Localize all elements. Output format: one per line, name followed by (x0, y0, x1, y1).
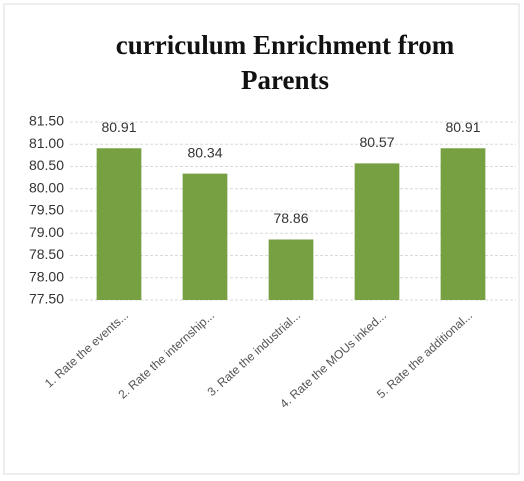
x-tick-label: 3. Rate the industrial... (205, 308, 304, 399)
data-label: 80.91 (445, 119, 480, 135)
y-tick-label: 81.50 (29, 113, 64, 129)
bar (182, 173, 228, 300)
bar (268, 239, 314, 300)
y-tick-label: 80.00 (29, 179, 64, 195)
data-label: 78.86 (273, 210, 308, 226)
bar (440, 148, 486, 300)
x-tick-label: 1. Rate the events... (42, 308, 131, 390)
y-tick-label: 79.00 (29, 224, 64, 240)
x-tick-label: 5. Rate the additional... (374, 308, 475, 401)
bar (354, 163, 400, 300)
chart-title: curriculum Enrichment from Parents (115, 30, 455, 95)
y-tick-label: 78.50 (29, 246, 64, 262)
data-label: 80.91 (101, 119, 136, 135)
chart-frame (3, 3, 520, 475)
data-label: 80.34 (187, 144, 222, 160)
y-tick-label: 78.00 (29, 268, 64, 284)
x-tick-label: 2. Rate the internship... (116, 308, 218, 401)
bar (96, 148, 142, 300)
y-tick-label: 79.50 (29, 202, 64, 218)
y-tick-label: 80.50 (29, 157, 64, 173)
y-tick-label: 81.00 (29, 135, 64, 151)
y-tick-label: 77.50 (29, 291, 64, 307)
data-label: 80.57 (359, 134, 394, 150)
